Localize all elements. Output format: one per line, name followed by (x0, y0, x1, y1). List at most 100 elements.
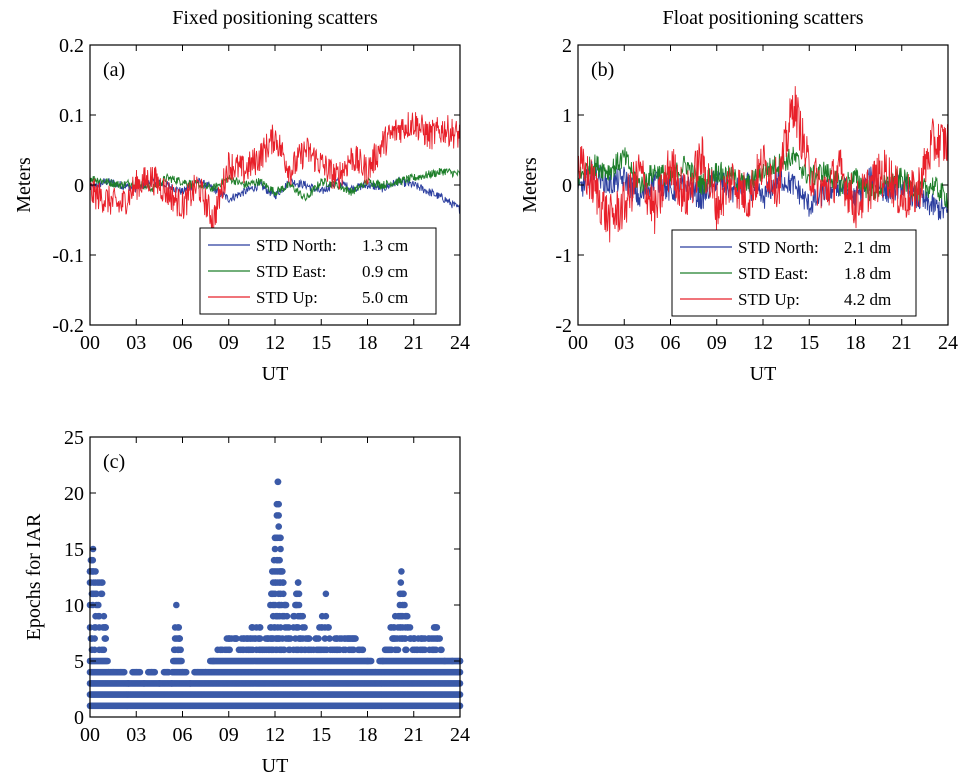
x-tick-label: 09 (219, 332, 239, 354)
scatter-point-peak (217, 646, 225, 654)
scatter-point-peak (364, 657, 371, 665)
scatter-point-peak (387, 624, 394, 631)
y-tick-label: 25 (64, 427, 84, 449)
scatter-point (91, 635, 98, 642)
scatter-point-peak (94, 579, 102, 586)
scatter-point-peak (327, 646, 334, 654)
scatter-point (277, 624, 284, 631)
y-tick-label: 5 (74, 651, 84, 673)
scatter-point (294, 624, 302, 631)
x-tick-label: 00 (568, 332, 588, 354)
x-tick-label: 12 (265, 724, 285, 746)
scatter-point-peak (356, 646, 364, 654)
x-tick-label: 15 (311, 332, 331, 354)
scatter-point (350, 646, 357, 654)
scatter-point (102, 635, 110, 642)
scatter-point (436, 635, 443, 642)
y-tick-label: 0 (74, 175, 84, 197)
scatter-point (271, 545, 279, 553)
scatter-point (95, 612, 103, 620)
scatter-point-peak (140, 680, 148, 687)
scatter-point-peak (425, 635, 433, 642)
scatter-point-peak (225, 635, 233, 642)
scatter-point (275, 500, 283, 508)
scatter-point-peak (210, 657, 217, 665)
scatter-point-peak (279, 579, 287, 586)
x-tick-label: 12 (753, 332, 773, 354)
scatter-point (93, 590, 100, 598)
scatter-point (100, 646, 108, 654)
scatter-point (438, 646, 445, 654)
scatter-point-peak (125, 680, 132, 687)
scatter-point-peak (240, 635, 248, 642)
x-tick-label: 09 (707, 332, 727, 354)
y-tick-label: 0.1 (59, 105, 84, 127)
legend-value-up: 4.2 dm (844, 290, 891, 309)
legend-value-north: 1.3 cm (362, 236, 408, 255)
scatter-point-peak (348, 635, 356, 642)
legend-value-east: 0.9 cm (362, 262, 408, 281)
scatter-point (301, 624, 308, 631)
legend: STD North: 2.1 dm STD East: 1.8 dm STD U… (671, 229, 917, 317)
x-tick-label: 24 (450, 332, 470, 354)
y-tick-label: 0 (74, 707, 84, 729)
scatter-point (285, 624, 293, 631)
scatter-point (175, 624, 183, 631)
scatter-point (226, 646, 233, 654)
scatter-point-peak (194, 668, 202, 676)
x-tick-label: 03 (126, 724, 146, 746)
x-tick-label: 03 (126, 332, 146, 354)
x-tick-label: 03 (614, 332, 634, 354)
scatter-point-peak (448, 657, 456, 665)
scatter-point-peak (102, 624, 109, 631)
x-tick-label: 00 (80, 724, 100, 746)
y-tick-label: 0.2 (59, 35, 84, 57)
scatter-point-peak (163, 668, 171, 676)
scatter-point (177, 646, 184, 654)
legend-name-north: STD North: (738, 238, 819, 257)
scatter-point (321, 635, 329, 642)
scatter-point-peak (176, 635, 183, 642)
x-axis-label: UT (262, 363, 289, 385)
x-tick-label: 24 (450, 724, 470, 746)
ticks: 00 03 06 09 12 15 18 21 24 -0.2 -0.1 0 0.1 0.2 (52, 35, 470, 354)
scatter-point (277, 545, 284, 553)
scatter-point (100, 612, 108, 620)
chart-title: Float positioning scatters (662, 7, 863, 29)
scatter-point-peak (148, 668, 155, 676)
x-tick-label: 12 (265, 332, 285, 354)
scatter-point-peak (173, 601, 180, 609)
scatter-point-peak (274, 478, 282, 486)
scatter-point (326, 635, 333, 642)
scatter-point (98, 590, 106, 598)
scatter-point-peak (418, 635, 425, 642)
x-tick-label: 00 (80, 332, 100, 354)
panel-c: 00 03 06 09 12 15 18 21 24 0 5 10 15 20 25 (c) UT Epoc… (23, 427, 470, 777)
scatter-point-peak (333, 635, 340, 642)
scatter-point-peak (109, 668, 117, 676)
scatter-point (280, 590, 287, 598)
x-axis-label: UT (262, 755, 289, 777)
scatter-point (397, 579, 405, 586)
scatter-point-peak (310, 646, 317, 654)
scatter-point-peak (99, 579, 106, 586)
scatter-point (394, 646, 402, 654)
y-tick-label: -0.1 (52, 245, 84, 267)
scatter-point (325, 624, 332, 631)
ticks: 00 03 06 09 12 15 18 21 24 0 5 10 15 20 25 (64, 427, 470, 746)
scatter-point-peak (156, 680, 163, 687)
scatter-point-peak (271, 534, 279, 542)
y-axis-label: Meters (519, 157, 541, 213)
scatter-point (295, 590, 303, 598)
y-axis-label: Meters (13, 157, 35, 213)
scatter-point (322, 612, 330, 620)
scatter-point (276, 556, 283, 564)
scatter-point (89, 556, 97, 564)
x-axis-label: UT (750, 363, 777, 385)
y-tick-label: 15 (64, 539, 84, 561)
x-tick-label: 21 (404, 332, 424, 354)
scatter-point-peak (379, 657, 387, 665)
x-tick-label: 15 (311, 724, 331, 746)
y-tick-label: 10 (64, 595, 84, 617)
scatter-point (295, 601, 303, 609)
